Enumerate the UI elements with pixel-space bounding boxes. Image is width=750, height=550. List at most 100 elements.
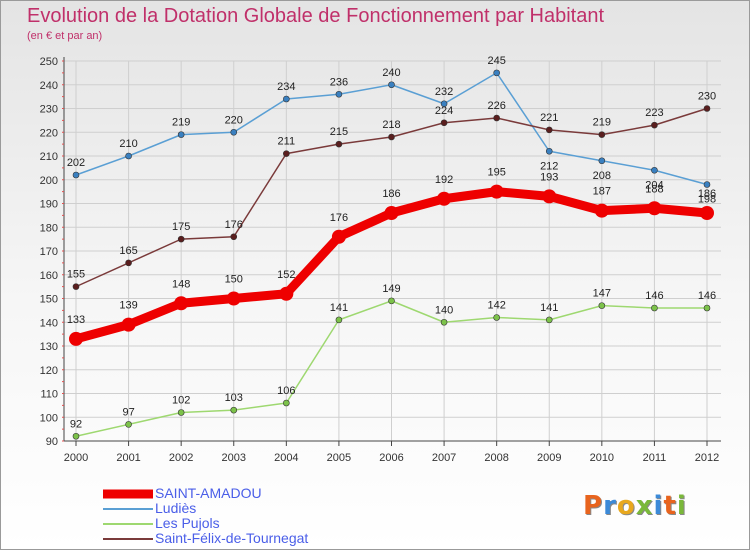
y-tick-label: 130 — [40, 341, 58, 353]
y-tick-label: 160 — [40, 270, 58, 282]
data-point-les-pujols — [493, 314, 500, 321]
data-point-saint-amadou — [384, 206, 399, 220]
data-label-ludi-s: 198 — [698, 194, 716, 206]
x-tick-label: 2007 — [432, 452, 456, 464]
data-point-saint-f-lix-de-tournegat — [72, 283, 80, 290]
data-label-les-pujols: 106 — [277, 385, 295, 397]
data-point-les-pujols — [177, 409, 185, 416]
x-tick-label: 2009 — [537, 452, 561, 464]
data-label-ludi-s: 208 — [593, 170, 611, 182]
data-label-ludi-s: 202 — [67, 157, 85, 169]
data-label-saint-amadou: 187 — [593, 186, 611, 198]
data-label-les-pujols: 146 — [698, 290, 716, 302]
data-point-les-pujols — [388, 297, 395, 305]
data-point-ludi-s — [177, 131, 185, 138]
data-label-saint-f-lix-de-tournegat: 223 — [645, 107, 663, 119]
data-label-saint-amadou: 186 — [382, 188, 400, 200]
data-point-saint-amadou — [121, 317, 136, 332]
data-label-les-pujols: 140 — [435, 304, 453, 316]
data-point-saint-f-lix-de-tournegat — [545, 126, 553, 134]
data-label-saint-amadou: 139 — [119, 300, 137, 312]
data-point-saint-amadou — [594, 203, 609, 218]
data-point-les-pujols — [440, 318, 448, 326]
y-tick-label: 190 — [40, 199, 58, 211]
data-label-saint-f-lix-de-tournegat: 215 — [330, 126, 348, 138]
x-tick-label: 2008 — [484, 452, 508, 464]
data-label-les-pujols: 141 — [330, 302, 348, 314]
data-point-ludi-s — [651, 166, 658, 174]
y-tick-label: 250 — [40, 56, 58, 68]
data-point-ludi-s — [125, 152, 132, 160]
series-lines — [69, 69, 714, 440]
legend-swatch-ludies — [103, 508, 153, 510]
legend-label-saint-felix: Saint-Félix-de-Tournegat — [155, 530, 309, 546]
data-point-les-pujols — [125, 421, 132, 428]
data-point-saint-f-lix-de-tournegat — [230, 233, 238, 241]
data-point-saint-amadou — [331, 229, 346, 244]
data-point-les-pujols — [545, 316, 553, 324]
y-tick-label: 200 — [40, 175, 58, 187]
y-tick-label: 150 — [40, 294, 58, 306]
data-point-les-pujols — [598, 302, 606, 309]
data-point-ludi-s — [440, 100, 448, 108]
data-label-saint-amadou: 195 — [487, 167, 505, 179]
y-tick-label: 230 — [40, 104, 58, 116]
data-label-saint-amadou: 148 — [172, 278, 190, 290]
axes: 9010011012013014015016017018019020021022… — [40, 56, 721, 464]
x-tick-label: 2002 — [169, 452, 193, 464]
data-label-les-pujols: 142 — [487, 300, 505, 312]
data-label-saint-f-lix-de-tournegat: 155 — [67, 269, 85, 281]
logo-letter: t — [663, 491, 677, 521]
legend-swatch-saint-felix — [103, 538, 153, 540]
data-label-saint-f-lix-de-tournegat: 230 — [698, 91, 716, 103]
logo-letter: r — [603, 491, 617, 521]
data-label-saint-amadou: 133 — [67, 314, 85, 326]
y-tick-label: 140 — [40, 317, 58, 329]
data-point-les-pujols — [335, 316, 343, 324]
data-point-ludi-s — [283, 95, 290, 103]
data-label-saint-f-lix-de-tournegat: 176 — [225, 219, 243, 231]
data-label-saint-f-lix-de-tournegat: 226 — [487, 100, 505, 112]
data-point-ludi-s — [703, 181, 711, 188]
x-tick-label: 2010 — [590, 452, 614, 464]
data-point-ludi-s — [545, 147, 553, 155]
data-label-ludi-s: 236 — [330, 76, 348, 88]
y-tick-label: 90 — [46, 436, 58, 448]
data-label-ludi-s: 219 — [172, 117, 190, 129]
data-point-ludi-s — [493, 69, 500, 77]
data-label-saint-amadou: 192 — [435, 174, 453, 186]
x-tick-label: 2001 — [116, 452, 140, 464]
x-tick-label: 2000 — [64, 452, 88, 464]
data-point-saint-f-lix-de-tournegat — [440, 119, 448, 127]
data-label-saint-f-lix-de-tournegat: 218 — [382, 119, 400, 131]
legend-label-saint-amadou: SAINT-AMADOU — [155, 485, 262, 501]
chart-subtitle: (en € et par an) — [27, 30, 103, 42]
legend-swatch-les-pujols — [103, 523, 153, 525]
data-point-saint-f-lix-de-tournegat — [388, 133, 395, 141]
x-tick-label: 2005 — [327, 452, 351, 464]
chart-title: Evolution de la Dotation Globale de Fonc… — [27, 5, 605, 27]
data-label-saint-amadou: 150 — [225, 274, 243, 286]
data-point-ludi-s — [598, 157, 606, 165]
legend-label-les-pujols: Les Pujols — [155, 515, 220, 531]
data-point-saint-f-lix-de-tournegat — [703, 105, 711, 112]
data-point-saint-f-lix-de-tournegat — [651, 121, 658, 129]
data-label-saint-f-lix-de-tournegat: 175 — [172, 221, 190, 233]
data-point-saint-f-lix-de-tournegat — [335, 140, 343, 148]
data-point-les-pujols — [230, 406, 238, 414]
grid — [64, 60, 721, 442]
logo-letter: o — [616, 491, 636, 521]
data-point-saint-f-lix-de-tournegat — [493, 114, 500, 122]
legend-label-ludies: Ludiès — [155, 500, 197, 516]
data-label-saint-amadou: 176 — [330, 212, 348, 224]
data-point-ludi-s — [388, 81, 395, 89]
data-label-les-pujols: 92 — [70, 418, 82, 430]
data-point-saint-f-lix-de-tournegat — [177, 235, 185, 243]
data-label-saint-f-lix-de-tournegat: 165 — [119, 245, 137, 257]
data-label-les-pujols: 103 — [225, 392, 243, 404]
data-label-ludi-s: 234 — [277, 81, 295, 93]
data-label-saint-f-lix-de-tournegat: 221 — [540, 112, 558, 124]
data-label-les-pujols: 97 — [122, 406, 134, 418]
